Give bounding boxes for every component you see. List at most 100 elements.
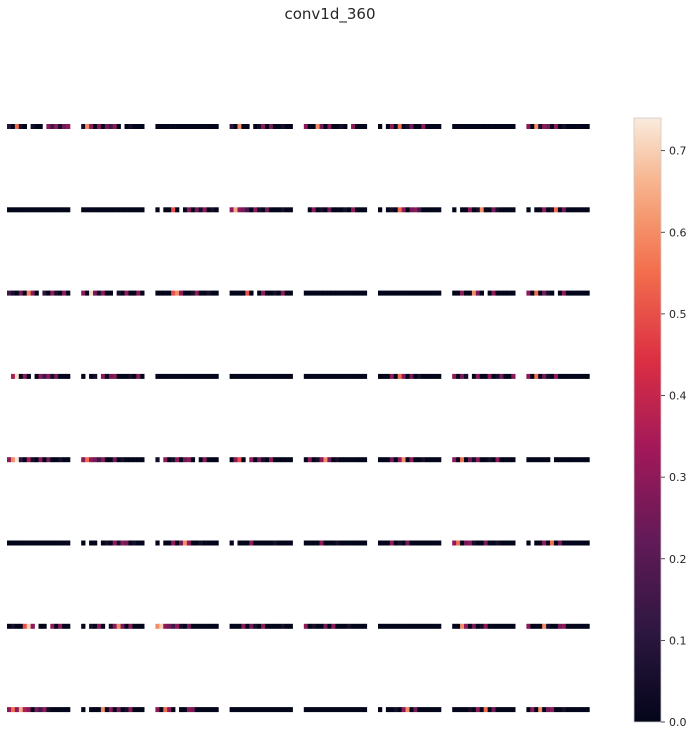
heatmap-cell bbox=[237, 124, 242, 129]
heatmap-cell bbox=[171, 707, 176, 713]
heatmap-cell bbox=[347, 373, 352, 379]
heatmap-cell bbox=[413, 124, 418, 129]
heatmap-cell bbox=[186, 623, 192, 629]
heatmap-cell bbox=[378, 373, 383, 379]
heatmap-cell bbox=[331, 457, 336, 463]
heatmap-cell bbox=[471, 207, 477, 213]
heatmap-cell bbox=[163, 373, 168, 379]
heatmap-cell bbox=[389, 124, 395, 129]
heatmap-cell bbox=[452, 290, 457, 296]
heatmap-cell bbox=[210, 457, 215, 463]
heatmap-cell bbox=[483, 707, 488, 713]
heatmap-cell bbox=[22, 540, 27, 546]
heatmap-cell bbox=[561, 290, 567, 296]
heatmap-cell bbox=[339, 290, 344, 296]
heatmap-cell bbox=[210, 290, 215, 296]
heatmap-cell bbox=[120, 623, 125, 629]
heatmap-cell bbox=[22, 707, 27, 713]
heatmap-cell bbox=[124, 207, 129, 213]
heatmap-cell bbox=[413, 373, 418, 379]
heatmap-cell bbox=[265, 707, 270, 713]
heatmap-cell bbox=[22, 457, 27, 463]
heatmap-cell bbox=[280, 540, 286, 546]
heatmap-cell bbox=[265, 623, 270, 629]
heatmap-cell bbox=[214, 707, 219, 713]
heatmap-cell bbox=[237, 207, 242, 213]
heatmap-cell bbox=[487, 207, 492, 213]
heatmap-panel-r4-c2 bbox=[81, 373, 145, 379]
heatmap-cell bbox=[81, 124, 86, 129]
heatmap-cell bbox=[479, 290, 484, 296]
heatmap-cell bbox=[561, 623, 567, 629]
heatmap-cell bbox=[179, 290, 184, 296]
heatmap-cell bbox=[186, 373, 192, 379]
heatmap-cell bbox=[155, 707, 160, 713]
heatmap-cell bbox=[206, 207, 211, 213]
heatmap-cell bbox=[475, 124, 481, 129]
heatmap-cell bbox=[483, 373, 488, 379]
heatmap-cell bbox=[257, 540, 262, 546]
heatmap-cell bbox=[42, 457, 47, 463]
heatmap-cell bbox=[362, 623, 368, 629]
heatmap-cell bbox=[93, 290, 98, 296]
heatmap-cell bbox=[116, 207, 121, 213]
heatmap-cell bbox=[66, 207, 71, 213]
heatmap-cell bbox=[327, 457, 332, 463]
heatmap-cell bbox=[7, 457, 12, 463]
heatmap-cell bbox=[479, 124, 484, 129]
heatmap-panel-r6-c1 bbox=[7, 540, 71, 546]
heatmap-cell bbox=[429, 290, 434, 296]
heatmap-cell bbox=[381, 623, 387, 629]
heatmap-cell bbox=[66, 457, 71, 463]
heatmap-cell bbox=[100, 207, 106, 213]
heatmap-cell bbox=[261, 457, 266, 463]
heatmap-cell bbox=[495, 373, 500, 379]
heatmap-panel-r5-c8 bbox=[526, 457, 590, 463]
heatmap-cell bbox=[401, 373, 406, 379]
heatmap-cell bbox=[311, 373, 316, 379]
heatmap-cell bbox=[257, 623, 262, 629]
heatmap-cell bbox=[550, 707, 555, 713]
heatmap-cell bbox=[464, 623, 469, 629]
heatmap-cell bbox=[268, 290, 274, 296]
heatmap-cell bbox=[104, 124, 110, 129]
heatmap-cell bbox=[140, 540, 145, 546]
heatmap-cell bbox=[38, 540, 43, 546]
heatmap-cell bbox=[507, 540, 512, 546]
heatmap-cell bbox=[112, 707, 117, 713]
heatmap-panel-r6-c8 bbox=[526, 540, 590, 546]
heatmap-cell bbox=[46, 707, 51, 713]
heatmap-cell bbox=[351, 290, 356, 296]
heatmap-cell bbox=[581, 457, 586, 463]
heatmap-cell bbox=[265, 457, 270, 463]
heatmap-panel-r5-c4 bbox=[229, 457, 293, 463]
heatmap-cell bbox=[561, 124, 567, 129]
heatmap-cell bbox=[198, 373, 203, 379]
heatmap-panel-r2-c2 bbox=[81, 207, 145, 213]
heatmap-cell bbox=[261, 623, 266, 629]
heatmap-cell bbox=[327, 373, 332, 379]
heatmap-cell bbox=[34, 373, 39, 379]
chart-title: conv1d_360 bbox=[284, 5, 375, 24]
heatmap-cell bbox=[421, 124, 426, 129]
heatmap-cell bbox=[206, 623, 211, 629]
heatmap-cell bbox=[433, 623, 438, 629]
heatmap-cell bbox=[93, 207, 98, 213]
heatmap-cell bbox=[132, 207, 137, 213]
heatmap-panel-r6-c3 bbox=[155, 540, 219, 546]
heatmap-cell bbox=[34, 457, 39, 463]
heatmap-cell bbox=[194, 207, 200, 213]
heatmap-cell bbox=[128, 707, 133, 713]
heatmap-cell bbox=[315, 124, 320, 129]
heatmap-cell bbox=[471, 290, 477, 296]
heatmap-cell bbox=[393, 373, 398, 379]
heatmap-cell bbox=[437, 207, 442, 213]
heatmap-cell bbox=[124, 373, 129, 379]
heatmap-cell bbox=[467, 124, 473, 129]
heatmap-cell bbox=[339, 623, 344, 629]
heatmap-cell bbox=[362, 457, 368, 463]
heatmap-cell bbox=[18, 457, 24, 463]
heatmap-cell bbox=[202, 457, 207, 463]
heatmap-cell bbox=[241, 457, 246, 463]
